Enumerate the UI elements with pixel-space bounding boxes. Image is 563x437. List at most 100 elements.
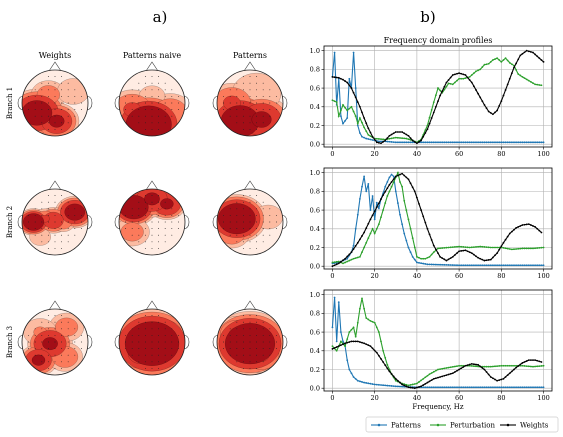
sensor-dot <box>67 221 69 223</box>
sensor-dot <box>158 208 160 210</box>
series-point <box>422 215 425 218</box>
series-point <box>373 138 376 141</box>
sensor-dot <box>256 122 258 124</box>
sensor-dot <box>34 234 36 236</box>
panel-b-label: b) <box>420 8 435 26</box>
sensor-dot <box>47 128 49 130</box>
series-point <box>348 341 351 343</box>
series-point <box>363 117 366 119</box>
sensor-dot <box>144 234 146 236</box>
sensor-dot <box>151 334 153 336</box>
series-point <box>354 257 357 259</box>
series-point <box>365 130 368 133</box>
sensor-dot <box>242 122 244 124</box>
sensor-dot <box>158 221 160 223</box>
series-point <box>418 256 420 259</box>
sensor-dot <box>151 122 153 124</box>
series-point <box>462 366 465 368</box>
sensor-dot <box>171 341 173 343</box>
series-point <box>352 110 355 113</box>
sensor-dot <box>164 341 166 343</box>
sensor-dot <box>256 208 258 210</box>
series-point <box>475 246 477 248</box>
sensor-dot <box>54 89 56 91</box>
sensor-dot <box>151 321 153 323</box>
sensor-dot <box>269 208 271 210</box>
series-point <box>521 362 524 364</box>
series-point <box>502 59 505 61</box>
series-point <box>540 386 543 389</box>
sensor-dot <box>256 95 258 97</box>
series-point <box>361 135 363 138</box>
nose-shape <box>48 61 62 72</box>
series-point <box>519 225 522 227</box>
series-point <box>485 63 488 66</box>
series-point <box>502 241 505 244</box>
series-point <box>403 132 406 135</box>
series-point <box>422 257 425 260</box>
sensor-dot <box>125 341 127 343</box>
series-point <box>441 257 444 259</box>
series-point <box>479 141 482 144</box>
series-point <box>405 133 408 136</box>
series-point <box>331 348 334 350</box>
series-point <box>382 138 385 141</box>
series-point <box>350 340 353 343</box>
sensor-dot <box>262 102 264 104</box>
series-point <box>445 386 448 389</box>
series-point <box>460 77 463 80</box>
series-point <box>439 94 442 97</box>
ear-left-shape <box>17 95 24 111</box>
sensor-dot <box>61 201 63 203</box>
series-point <box>331 326 334 329</box>
series-point <box>534 247 537 250</box>
series-point <box>390 137 393 140</box>
series-point <box>489 376 492 378</box>
series-point <box>496 252 499 255</box>
series-point <box>506 141 509 144</box>
series-point <box>422 384 425 386</box>
sensor-dot <box>171 109 173 111</box>
series-point <box>536 227 539 230</box>
series-point <box>508 232 511 235</box>
sensor-dot <box>61 128 63 130</box>
series-point <box>339 344 342 347</box>
sensor-dot <box>74 221 76 223</box>
series-point <box>460 72 463 75</box>
series-point <box>494 378 496 381</box>
sensor-dot <box>256 348 258 350</box>
series-point <box>430 109 433 111</box>
y-tick-label: 0.4 <box>310 103 320 111</box>
sensor-dot <box>229 208 231 210</box>
sensor-dot <box>54 122 56 124</box>
series-point <box>540 246 543 249</box>
sensor-dot <box>61 341 63 343</box>
sensor-dot <box>67 115 69 117</box>
y-tick-label: 1.0 <box>310 291 320 299</box>
series-point <box>523 223 526 226</box>
sensor-dot <box>125 228 127 230</box>
sensor-dot <box>249 354 251 356</box>
sensor-dot <box>249 315 251 317</box>
sensor-dot <box>41 321 43 323</box>
series-point <box>529 80 532 83</box>
sensor-dot <box>236 221 238 223</box>
series-point <box>344 345 347 348</box>
series-point <box>468 251 471 254</box>
sensor-dot <box>80 109 82 111</box>
topomap-contour <box>64 203 86 221</box>
series-point <box>396 141 399 144</box>
sensor-dot <box>47 95 49 97</box>
series-point <box>483 264 486 267</box>
sensor-dot <box>67 348 69 350</box>
sensor-dot <box>131 115 133 117</box>
series-point <box>453 386 456 389</box>
series-point <box>489 264 492 267</box>
series-point <box>396 131 399 133</box>
topomap-field <box>217 309 283 375</box>
series-point <box>477 363 480 366</box>
series-point <box>527 359 530 362</box>
series-point <box>380 340 382 343</box>
series-point <box>494 58 496 60</box>
series-point <box>441 141 444 144</box>
